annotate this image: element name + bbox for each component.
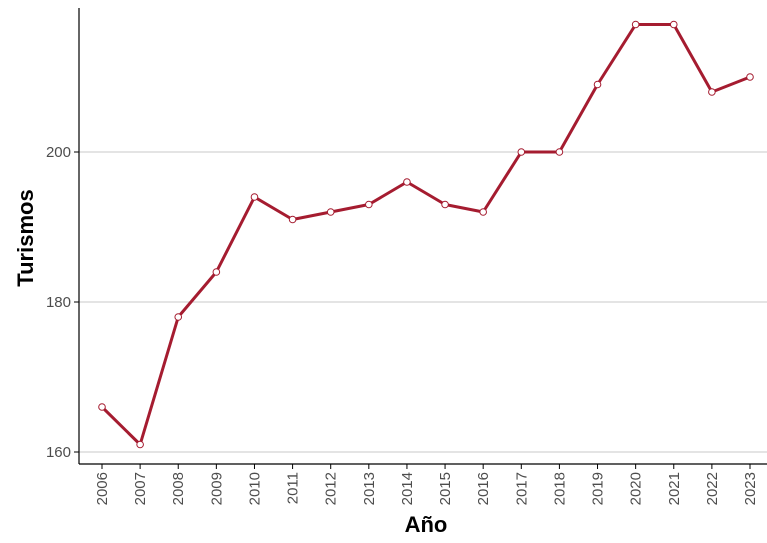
x-tick-label: 2020 [628, 472, 645, 505]
x-tick-label: 2013 [361, 472, 378, 505]
data-point [517, 148, 526, 156]
data-point [98, 403, 106, 411]
data-point [365, 200, 373, 209]
axes [74, 8, 767, 469]
y-tick-label: 200 [46, 144, 71, 161]
data-point [212, 268, 221, 276]
data-point [441, 200, 449, 209]
data-point [479, 208, 487, 216]
data-point [174, 313, 183, 321]
x-tick-label: 2023 [742, 472, 759, 505]
data-point [631, 20, 640, 29]
x-tick-label: 2017 [513, 472, 530, 505]
x-tick-label: 2022 [704, 472, 721, 505]
x-tick-label: 2006 [94, 472, 111, 505]
data-point [746, 73, 754, 81]
x-tick-label: 2019 [590, 472, 607, 505]
data-point [403, 178, 411, 186]
y-tick-label: 160 [46, 444, 71, 461]
x-tick-label: 2009 [208, 472, 225, 505]
data-point [593, 80, 602, 89]
x-tick-label: 2007 [132, 472, 149, 505]
data-point [708, 88, 716, 96]
data-point [136, 440, 144, 449]
series-line [100, 23, 752, 446]
x-tick-label: 2015 [437, 472, 454, 505]
x-tick-label: 2008 [170, 472, 187, 505]
data-point [288, 215, 297, 224]
x-tick-label: 2012 [323, 472, 340, 505]
tick-labels: 160 180 200 2006 2007 2008 2009 2010 2011 2012 201… [46, 144, 759, 505]
x-tick-label: 2014 [399, 472, 416, 505]
x-tick-label: 2021 [666, 472, 683, 505]
data-point [250, 193, 259, 201]
x-tick-label: 2018 [551, 472, 568, 505]
y-tick-label: 180 [46, 294, 71, 311]
x-axis-title: Año [405, 512, 448, 537]
gridlines [79, 151, 767, 453]
x-tick-label: 2010 [246, 472, 263, 505]
y-axis-title: Turismos [13, 189, 38, 286]
x-tick-label: 2011 [285, 472, 302, 504]
data-point [555, 148, 564, 156]
data-point [326, 208, 335, 216]
x-tick-label: 2016 [475, 472, 492, 505]
series [98, 20, 754, 449]
data-point [669, 20, 678, 29]
